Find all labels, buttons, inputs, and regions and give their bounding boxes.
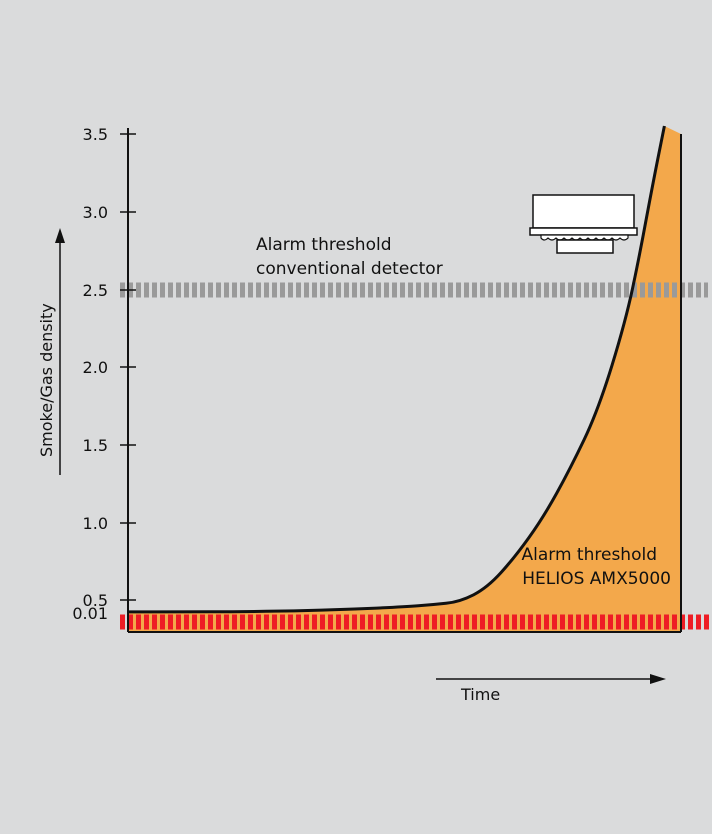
y-axis-title: Smoke/Gas density [37,303,56,457]
y-tick-label: 2.0 [83,358,108,377]
smoke-detector-icon [529,194,638,254]
y-tick-label: 0.5 [83,591,108,610]
conventional-label-line2: conventional detector [256,259,443,279]
y-tick-label: 3.0 [83,203,108,222]
helios-label-line2: HELIOS AMX5000 [522,569,671,589]
y-tick-label: 2.5 [83,281,108,300]
y-tick-label: 3.5 [83,125,108,144]
series-curve [127,125,666,614]
y-ticks: 0.010.5 1.0 1.5 2.0 2.5 3.0 3.5 [72,125,136,623]
x-axis-arrow-icon [650,674,666,684]
y-tick-label: 1.5 [83,436,108,455]
x-axis-title: Time [460,685,500,704]
y-tick-label: 0.01 [72,604,108,623]
area-fill [128,126,681,632]
y-axis-arrow-icon [55,228,65,243]
helios-label-line1: Alarm threshold [522,545,658,565]
conventional-label-line1: Alarm threshold [256,235,392,255]
y-tick-label: 1.0 [83,514,108,533]
